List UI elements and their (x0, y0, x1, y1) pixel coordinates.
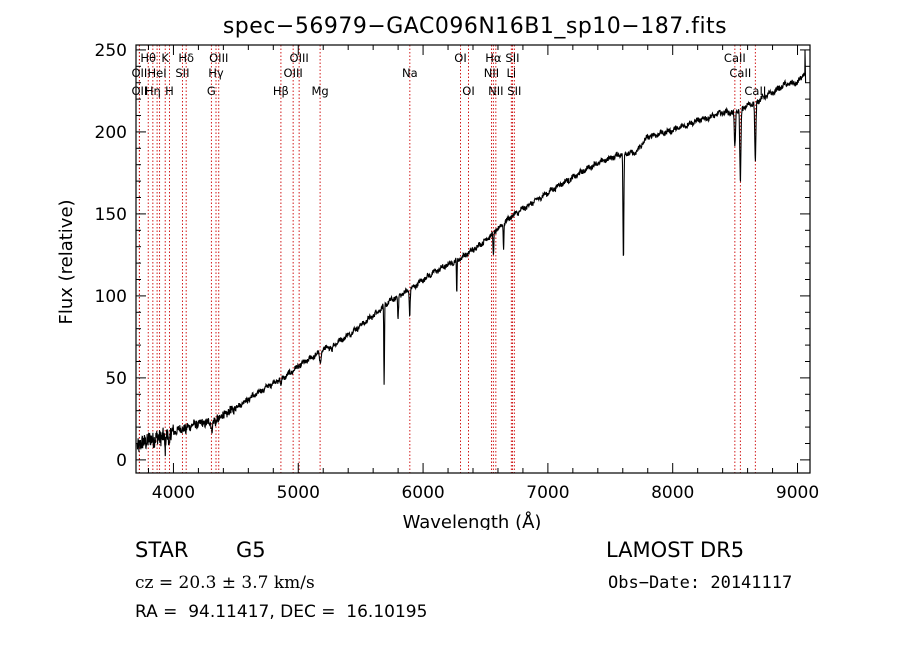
plot-frame (135, 44, 811, 474)
line-marker-label: Hγ (208, 66, 224, 80)
x-tick-label: 5000 (277, 483, 320, 503)
line-marker-label: Mg (311, 84, 328, 98)
line-marker-label: CaII (744, 84, 766, 98)
line-marker-label: SII (175, 66, 189, 80)
spectral-subclass: G5 (236, 538, 266, 562)
coordinates: RA = 94.11417, DEC = 16.10195 (135, 602, 428, 622)
y-tick-label: 0 (116, 451, 127, 471)
line-marker-label: CaII (724, 51, 746, 65)
y-tick-label: 200 (95, 123, 127, 143)
line-marker-label: SII (505, 51, 519, 65)
y-tick-label: 100 (95, 287, 127, 307)
line-marker-label: H (165, 84, 174, 98)
line-marker-label: OI (454, 51, 466, 65)
chart-title: spec−56979−GAC096N16B1_sp10−187.fits (223, 14, 727, 39)
line-marker-label: Hδ (178, 51, 194, 65)
line-marker-label: CaII (729, 66, 751, 80)
line-marker-label: NII (488, 84, 503, 98)
y-tick-label: 250 (95, 41, 127, 61)
line-marker-label: Hη (145, 84, 161, 98)
line-marker-label: Na (402, 66, 418, 80)
y-tick-label: 150 (95, 205, 127, 225)
spectrum-chart: spec−56979−GAC096N16B1_sp10−187.fits OII… (56, 14, 819, 530)
line-marker-label: K (161, 51, 169, 65)
line-marker-label: Hθ (140, 51, 156, 65)
spectrum-series-line (136, 49, 807, 457)
survey-name: LAMOST DR5 (606, 538, 745, 562)
y-axis: 0 50 100 150 200 250 (95, 41, 810, 471)
line-marker-label: OI (462, 84, 474, 98)
x-tick-label: 9000 (776, 483, 819, 503)
x-tick-label: 8000 (651, 483, 694, 503)
line-marker-label: OIII (290, 51, 309, 65)
line-marker-label: HeI (148, 66, 167, 80)
x-axis: 4000 5000 6000 7000 8000 9000 (147, 45, 819, 503)
line-marker-label: G (207, 84, 216, 98)
y-tick-label: 50 (105, 369, 127, 389)
y-axis-label: Flux (relative) (56, 199, 77, 324)
line-marker-label: Hβ (273, 84, 289, 98)
x-tick-label: 4000 (152, 483, 195, 503)
line-marker-label: OII (131, 66, 147, 80)
line-marker-label: OIII (209, 51, 228, 65)
line-marker-label: SII (507, 84, 521, 98)
line-marker-label: NII (484, 66, 499, 80)
observation-date: Obs−Date: 20141117 (608, 573, 793, 593)
object-type: STAR (135, 538, 189, 562)
x-tick-label: 6000 (401, 483, 444, 503)
x-tick-label: 7000 (526, 483, 569, 503)
line-marker-label: OIII (284, 66, 303, 80)
line-marker-label: Hα (485, 51, 502, 65)
redshift-velocity: cz = 20.3 ± 3.7 km/s (135, 573, 315, 593)
x-axis-label: Wavelength (Å) (403, 511, 542, 530)
line-marker-labels: OIIOIIHθHηHeIKHSIIHδGHγOIIIHβOIIIOIIIMgN… (131, 51, 766, 98)
line-marker-label: Li (507, 66, 517, 80)
